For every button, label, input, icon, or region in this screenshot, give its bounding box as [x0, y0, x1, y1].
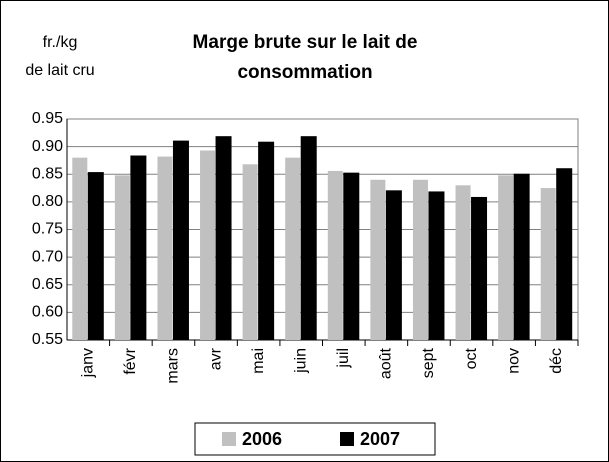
y-tick-label: 0.90	[32, 138, 63, 155]
bar	[130, 155, 147, 341]
bar	[242, 164, 258, 340]
y-axis-label: de lait cru	[25, 62, 94, 79]
x-tick-label: oct	[463, 347, 480, 369]
x-tick-label: janv	[80, 348, 97, 378]
legend-swatch	[222, 432, 236, 446]
bar	[498, 175, 514, 340]
bar	[327, 170, 343, 340]
y-tick-label: 0.85	[32, 165, 63, 182]
chart-title: Marge brute sur le lait de	[193, 32, 418, 53]
bar	[385, 190, 402, 341]
bar	[172, 140, 189, 341]
bar	[114, 175, 130, 340]
x-tick-label: mars	[165, 348, 182, 384]
x-tick-label: déc	[548, 348, 565, 374]
legend-text: 2006	[242, 429, 282, 449]
x-tick-label: juil	[335, 348, 352, 369]
bar	[87, 172, 104, 341]
bar	[540, 188, 556, 340]
x-tick-label: août	[378, 347, 395, 379]
x-tick-label: sept	[420, 347, 437, 378]
x-tick-label: mai	[250, 348, 267, 374]
y-axis-label: fr./kg	[43, 34, 78, 51]
bar	[200, 150, 216, 340]
bar	[285, 157, 301, 340]
bar	[455, 185, 471, 340]
x-tick-label: févr	[122, 347, 139, 374]
y-tick-label: 0.80	[32, 193, 63, 210]
y-tick-label: 0.60	[32, 304, 63, 321]
y-tick-label: 0.65	[32, 276, 63, 293]
bar	[343, 172, 360, 341]
bar	[513, 173, 530, 341]
y-tick-label: 0.55	[32, 331, 63, 348]
bar	[556, 168, 573, 341]
bar	[157, 156, 173, 340]
bar	[471, 196, 488, 341]
chart-title: consommation	[237, 62, 372, 83]
y-tick-label: 0.70	[32, 248, 63, 265]
legend-text: 2007	[360, 429, 400, 449]
x-tick-label: nov	[505, 348, 522, 374]
bar	[412, 179, 428, 340]
y-tick-label: 0.95	[32, 110, 63, 127]
legend-swatch	[340, 432, 354, 446]
y-tick-label: 0.75	[32, 221, 63, 238]
x-tick-label: juin	[292, 348, 309, 374]
bar	[300, 136, 317, 341]
bar	[72, 157, 88, 340]
bar	[370, 179, 386, 340]
bar	[428, 191, 445, 341]
bar	[215, 136, 232, 341]
x-tick-label: avr	[207, 347, 224, 370]
bar	[258, 141, 275, 341]
